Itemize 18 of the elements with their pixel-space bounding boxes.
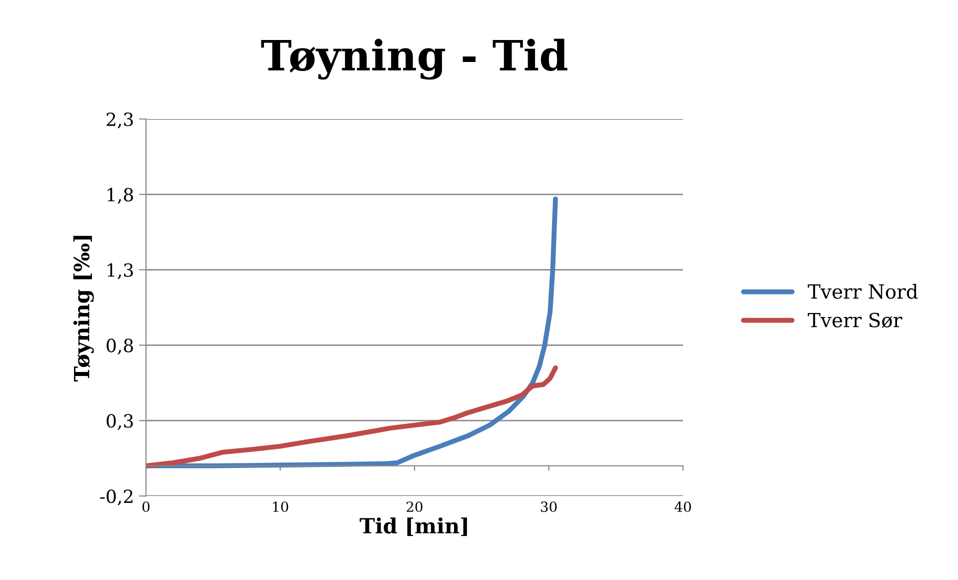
legend-label: Tverr Sør bbox=[808, 312, 902, 328]
x-tick-label: 0 bbox=[142, 502, 150, 512]
line-series bbox=[146, 196, 558, 468]
legend-label: Tverr Nord bbox=[808, 284, 918, 299]
y-tick-label: 0,3 bbox=[106, 414, 133, 430]
y-tick-label: 1,3 bbox=[108, 263, 133, 280]
x-tick-label: 10 bbox=[273, 502, 288, 512]
y-tick-label: 2,3 bbox=[106, 112, 133, 128]
y-tick-label: 0,8 bbox=[106, 338, 133, 355]
chart-title: Tøyning - Tid bbox=[261, 38, 568, 80]
y-axis-title: Tøyning [‰] bbox=[73, 236, 94, 382]
line-series bbox=[146, 365, 558, 468]
x-tick-label: 40 bbox=[674, 502, 691, 512]
x-tick-label: 30 bbox=[540, 502, 557, 512]
y-tick-label: 1,8 bbox=[108, 188, 133, 204]
y-tick-label: -0,2 bbox=[100, 489, 132, 506]
x-tick-label: 20 bbox=[406, 502, 422, 512]
x-axis-title: Tid [min] bbox=[360, 517, 467, 536]
